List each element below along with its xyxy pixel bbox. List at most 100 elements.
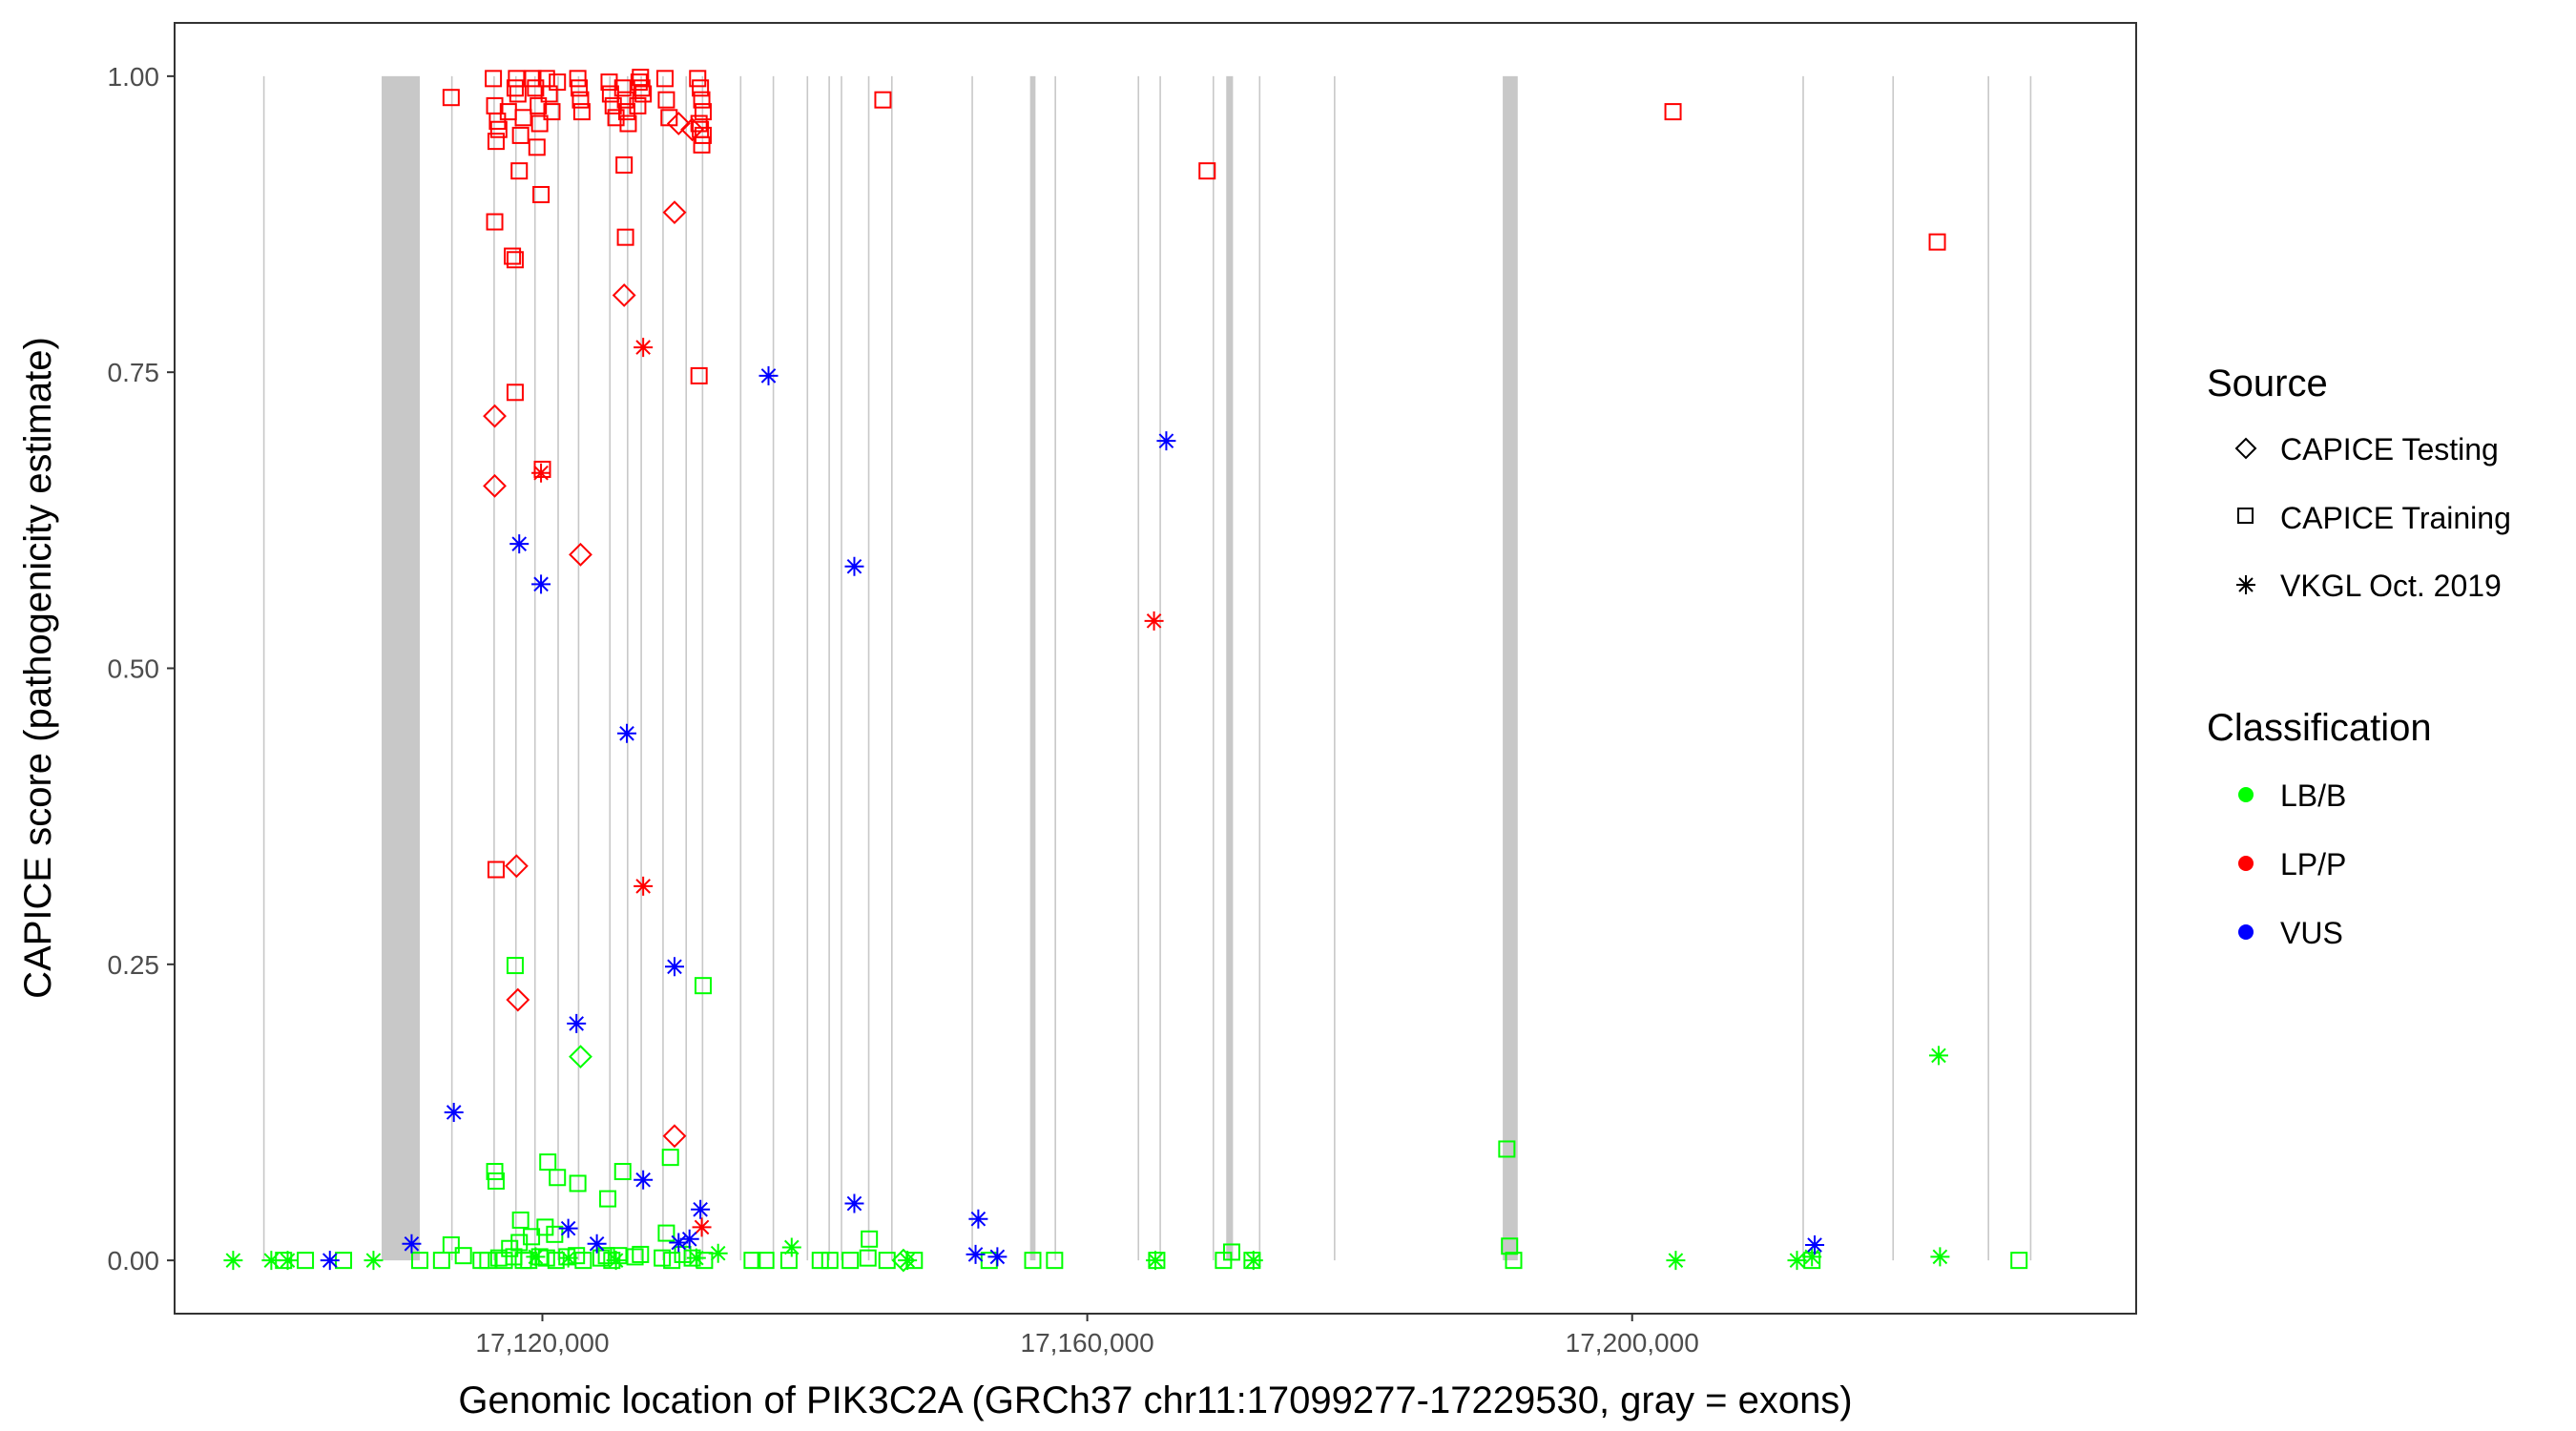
exon-band-13 [701,75,704,1261]
point-square-lpp [572,103,591,121]
point-square-lbb [411,1252,428,1270]
exon-band-0 [262,75,265,1261]
point-asterisk-lbb [708,1243,728,1263]
legend-diamond-icon [2234,437,2257,460]
point-square-lbb [2010,1252,2028,1270]
point-square-lbb [574,1252,592,1270]
point-square-lbb [486,1163,504,1181]
legend-title-classification: Classification [2207,707,2432,749]
point-asterisk-lpp [692,1217,712,1237]
point-square-lpp [528,138,546,156]
point-diamond-lpp [504,854,529,879]
point-square-lpp [615,156,634,174]
exon-band-28 [1258,75,1261,1261]
point-square-lbb [1498,1140,1516,1158]
point-square-lbb [549,1169,567,1187]
point-asterisk-lbb [1146,1251,1165,1271]
point-square-lbb [569,1174,587,1192]
y-tick-label: 0.00 [108,1246,160,1275]
point-square-lbb [654,1249,672,1267]
point-square-lbb [613,1163,632,1181]
point-asterisk-vus [966,1244,986,1264]
point-square-lbb [694,977,712,995]
point-asterisk-vus [1805,1235,1825,1255]
exon-band-7 [577,75,580,1261]
point-asterisk-lbb [1802,1247,1822,1267]
point-square-lbb [510,1234,529,1252]
legend-key-lpp: LP/P [2238,847,2346,881]
point-asterisk-lpp [1144,611,1164,631]
point-square-lpp [506,384,524,402]
legend-label-vkgl: VKGL Oct. 2019 [2280,569,2502,603]
point-square-lpp [486,213,504,231]
legend-title-source: Source [2207,363,2328,404]
point-square-lbb [537,1249,555,1267]
point-asterisk-vus [567,1013,587,1033]
point-asterisk-vus [844,556,864,576]
point-asterisk-lbb [1243,1251,1263,1271]
point-square-lpp [616,91,634,109]
point-square-lpp [510,162,529,180]
point-asterisk-vus [691,1199,711,1219]
x-tick-label: 17,200,000 [1566,1328,1699,1358]
axes: 0.00 0.25 0.50 0.75 1.00 17,120,000 17,160,000… [108,62,1699,1358]
point-square-lbb [743,1252,761,1270]
point-square-lpp [543,103,561,121]
point-asterisk-lbb [1928,1046,1948,1066]
point-square-lpp [632,69,650,87]
point-square-lpp [571,79,589,97]
exon-band-25 [1159,75,1161,1261]
point-square-lbb [757,1252,775,1270]
legend-key-lbb: LB/B [2238,778,2346,813]
point-asterisk-vus [634,1170,654,1190]
point-square-lpp [489,120,508,138]
point-square-lpp [690,114,708,133]
point-square-lpp [1664,103,1682,121]
point-square-lbb [1046,1252,1064,1270]
point-asterisk-lbb [278,1251,298,1271]
point-square-lpp [693,135,711,154]
legend-label-lbb: LB/B [2280,778,2346,813]
exon-band-1 [382,75,420,1261]
point-asterisk-lbb [364,1251,384,1271]
point-square-lpp [692,79,710,97]
point-asterisk-lbb [223,1251,243,1271]
point-square-lbb [632,1245,650,1263]
point-square-lpp [487,861,505,879]
legend-key-capice-testing: CAPICE Testing [2234,432,2499,467]
exon-band-4 [514,75,517,1261]
point-asterisk-vus [968,1209,988,1229]
point-diamond-lpp [662,1124,687,1149]
point-asterisk-lbb [898,1251,918,1271]
y-axis-title: CAPICE score (pathogenicity estimate) [17,337,59,999]
exon-band-20 [891,75,893,1261]
point-asterisk-lbb [558,1248,578,1268]
point-square-lpp [629,96,647,114]
point-square-lpp [633,79,651,97]
legend-blue-dot-icon [2238,924,2254,940]
point-square-lpp [532,185,551,203]
point-asterisk-vus [531,574,551,594]
point-asterisk-lbb [686,1248,706,1268]
point-square-lbb [487,1172,505,1190]
point-square-lpp [442,89,460,107]
point-diamond-lpp [483,404,507,428]
point-square-lbb [597,1247,615,1265]
exon-band-11 [662,75,664,1261]
point-diamond-lpp [680,117,704,142]
point-asterisk-lbb [1787,1251,1807,1271]
exon-band-18 [841,75,842,1261]
exon-band-31 [1802,75,1804,1261]
point-square-lpp [530,114,549,133]
point-square-lpp [619,114,637,133]
point-square-lbb [878,1252,896,1270]
point-square-lbb [1505,1252,1523,1270]
point-square-lbb [454,1247,472,1265]
point-square-lbb [859,1249,877,1267]
point-square-lpp [690,366,708,384]
point-square-lpp [693,91,711,109]
exon-band-33 [1987,75,1989,1261]
point-square-lpp [656,70,674,88]
